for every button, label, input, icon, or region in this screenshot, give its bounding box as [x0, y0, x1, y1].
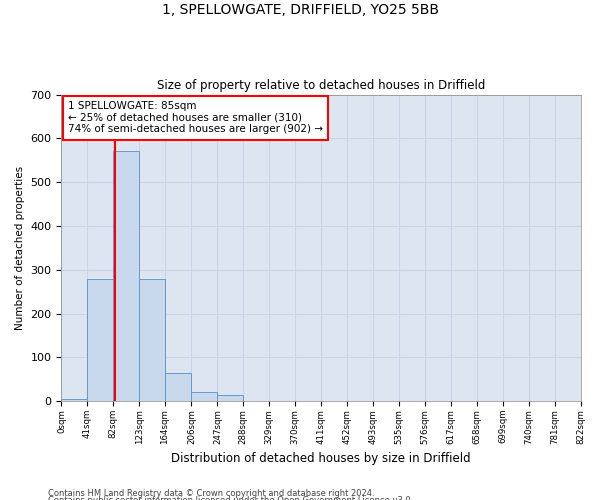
- Bar: [87, 278, 113, 401]
- Title: Size of property relative to detached houses in Driffield: Size of property relative to detached ho…: [157, 79, 485, 92]
- Text: Contains HM Land Registry data © Crown copyright and database right 2024.: Contains HM Land Registry data © Crown c…: [48, 488, 374, 498]
- Bar: [139, 278, 165, 401]
- Bar: [217, 394, 243, 401]
- Bar: [61, 399, 87, 401]
- X-axis label: Distribution of detached houses by size in Driffield: Distribution of detached houses by size …: [171, 452, 471, 465]
- Y-axis label: Number of detached properties: Number of detached properties: [15, 166, 25, 330]
- Text: Contains public sector information licensed under the Open Government Licence v3: Contains public sector information licen…: [48, 496, 413, 500]
- Text: 1, SPELLOWGATE, DRIFFIELD, YO25 5BB: 1, SPELLOWGATE, DRIFFIELD, YO25 5BB: [161, 2, 439, 16]
- Bar: [165, 372, 191, 401]
- Text: 1 SPELLOWGATE: 85sqm
← 25% of detached houses are smaller (310)
74% of semi-deta: 1 SPELLOWGATE: 85sqm ← 25% of detached h…: [68, 101, 323, 134]
- Bar: [191, 392, 217, 401]
- Bar: [113, 152, 139, 401]
